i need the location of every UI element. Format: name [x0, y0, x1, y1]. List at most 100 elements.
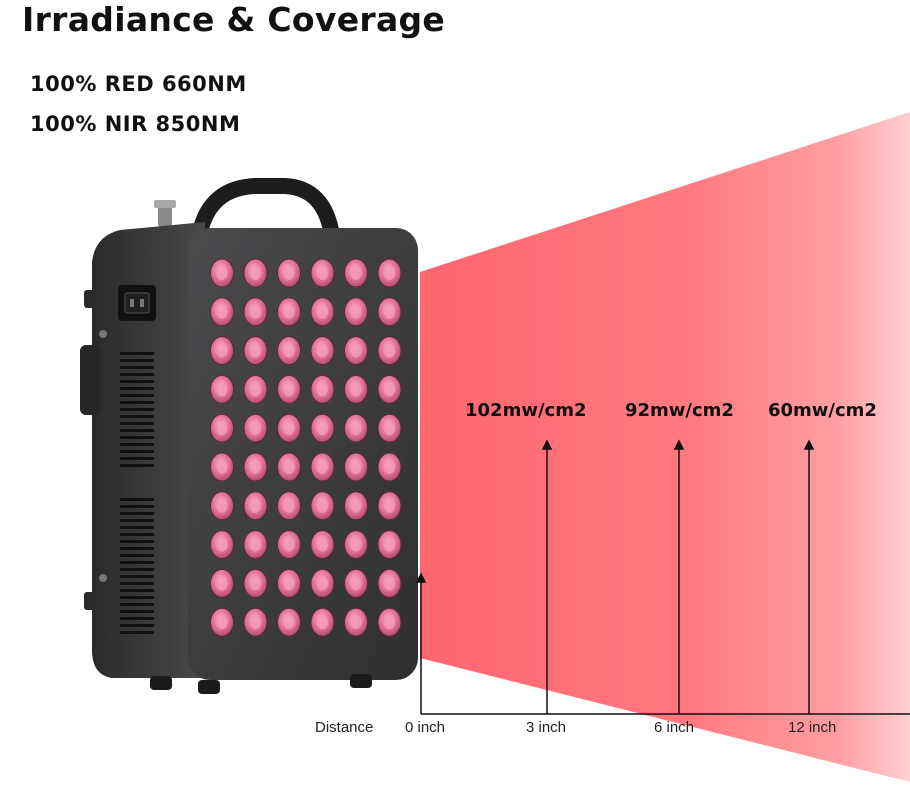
led-lens [317, 343, 328, 358]
vent-slot [120, 408, 154, 411]
led-lens [317, 382, 328, 397]
led-lens [283, 498, 295, 513]
vent-slot [120, 498, 154, 501]
led-lens [384, 615, 395, 630]
led-lens [350, 421, 362, 436]
vent-slot [120, 533, 154, 536]
vent-slot [120, 575, 154, 578]
led-lens [384, 266, 395, 280]
led-lens [384, 421, 395, 436]
led-lens [250, 304, 261, 319]
led-lens [216, 537, 228, 552]
led-lens [283, 537, 295, 552]
irradiance-3-inch: 102mw/cm2 [465, 400, 587, 421]
vent-slot [120, 380, 154, 383]
led-lens [216, 498, 228, 513]
vent-slot [120, 554, 154, 557]
led-lens [250, 498, 261, 513]
led-lens [250, 537, 261, 552]
vent-slot [120, 526, 154, 529]
led-lens [283, 460, 295, 474]
vent-slot [120, 464, 154, 467]
vent-slot [120, 422, 154, 425]
led-lens [216, 343, 228, 358]
vent-slot [120, 631, 154, 634]
led-lens [384, 382, 395, 397]
spec-red-wavelength: 100% RED 660NM [30, 72, 247, 96]
led-lens [350, 576, 362, 591]
led-lens [384, 537, 395, 552]
led-lens [283, 304, 295, 319]
led-lens [283, 576, 295, 591]
led-lens [250, 615, 261, 630]
led-lens [283, 343, 295, 358]
led-lens [317, 304, 328, 319]
distance-tick-12: 12 inch [788, 719, 837, 736]
distance-axis-label: Distance [315, 719, 374, 736]
led-lens [216, 421, 228, 436]
vent-slot [120, 617, 154, 620]
led-lens [317, 498, 328, 513]
vent-slot [120, 366, 154, 369]
vent-slot [120, 436, 154, 439]
led-lens [317, 460, 328, 474]
led-lens [317, 615, 328, 630]
led-lens [384, 343, 395, 358]
led-lens [350, 498, 362, 513]
distance-tick-0: 0 inch [405, 719, 446, 736]
measurement-lines [415, 439, 910, 715]
led-lens [350, 382, 362, 397]
led-lens [384, 304, 395, 319]
irradiance-6-inch: 92mw/cm2 [625, 400, 734, 421]
vent-slot [120, 519, 154, 522]
led-lens [283, 266, 295, 280]
vent-slot [120, 512, 154, 515]
vent-slot [120, 373, 154, 376]
led-grid [210, 258, 402, 637]
vent-slot [120, 401, 154, 404]
side-vents [120, 352, 154, 634]
led-lens [317, 266, 328, 280]
led-lens [384, 576, 395, 591]
led-lens [283, 615, 295, 630]
led-lens [350, 343, 362, 358]
vent-slot [120, 352, 154, 355]
led-lens [350, 304, 362, 319]
vent-slot [120, 505, 154, 508]
led-lens [250, 421, 261, 436]
led-lens [216, 615, 228, 630]
vent-slot [120, 582, 154, 585]
distance-tick-3: 3 inch [526, 719, 567, 736]
vent-slot [120, 387, 154, 390]
vent-slot [120, 359, 154, 362]
vent-slot [120, 596, 154, 599]
vent-slot [120, 540, 154, 543]
vent-slot [120, 624, 154, 627]
vent-slot [120, 443, 154, 446]
led-lens [216, 304, 228, 319]
irradiance-12-inch: 60mw/cm2 [768, 400, 877, 421]
vent-slot [120, 547, 154, 550]
distance-tick-6: 6 inch [654, 719, 695, 736]
spec-nir-wavelength: 100% NIR 850NM [30, 112, 241, 136]
vent-slot [120, 450, 154, 453]
led-lens [216, 576, 228, 591]
led-lens [350, 460, 362, 474]
vent-slot [120, 394, 154, 397]
led-lens [350, 537, 362, 552]
led-lens [384, 460, 395, 474]
vent-slot [120, 561, 154, 564]
vent-slot [120, 568, 154, 571]
light-beam [420, 112, 910, 782]
vent-slot [120, 429, 154, 432]
vent-slot [120, 457, 154, 460]
vent-slot [120, 415, 154, 418]
led-lens [216, 382, 228, 397]
led-lens [317, 421, 328, 436]
led-lens [250, 382, 261, 397]
led-lens [350, 615, 362, 630]
led-lens [216, 460, 228, 474]
vent-slot [120, 589, 154, 592]
led-lens [250, 266, 261, 280]
